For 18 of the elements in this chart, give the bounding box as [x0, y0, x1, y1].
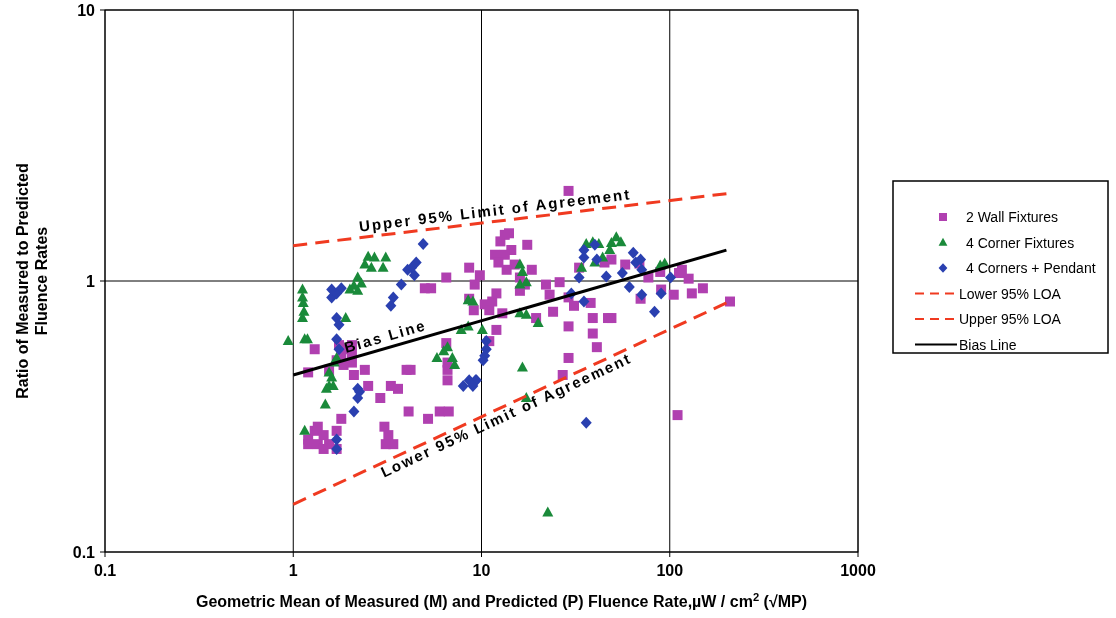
legend-label: Bias Line — [959, 336, 1017, 353]
legend-label: 4 Corner Fixtures — [966, 234, 1075, 251]
x-tick-label: 1000 — [840, 562, 876, 579]
y-axis-title: Ratio of Measured to Predicted Fluence Rates — [14, 163, 50, 399]
y-tick-label: 0.1 — [72, 544, 96, 561]
x-tick-label: 0.1 — [93, 562, 117, 579]
legend-label: 4 Corners + Pendant — [966, 260, 1096, 276]
x-tick-label: 100 — [656, 562, 684, 579]
y-tick-label: 10 — [77, 2, 96, 19]
x-tick-label: 1 — [288, 562, 298, 579]
legend-label: 2 Wall Fixtures — [966, 209, 1059, 225]
annotation: Bias Line — [342, 316, 429, 356]
y-tick-label: 1 — [86, 273, 96, 290]
x-axis-title: Geometric Mean of Measured (M) and Predicted (P) Fluence Rate,µW / cm$^{2}$ (√MP) — [195, 591, 808, 610]
legend-label: Upper 95% LOA — [959, 311, 1062, 327]
legend-label: Lower 95% LOA — [959, 285, 1062, 302]
x-tick-label: 10 — [472, 562, 491, 579]
annotation: Upper 95% Limit of Agreement — [358, 185, 632, 235]
